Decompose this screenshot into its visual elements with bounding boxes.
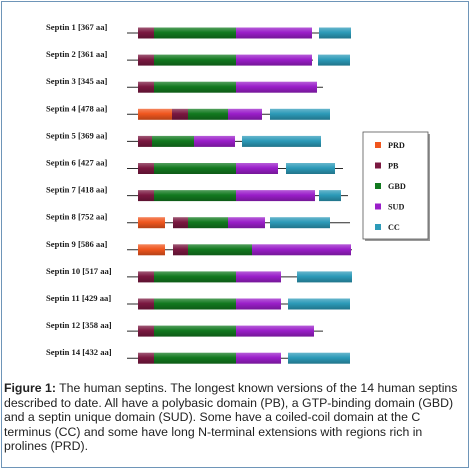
sud-domain — [236, 352, 281, 364]
gbd-domain — [154, 298, 236, 310]
sud-domain — [236, 190, 315, 202]
cc-domain — [319, 27, 351, 39]
septin-row: Septin 12 [358 aa] — [46, 320, 323, 337]
legend-swatch-pb — [375, 162, 381, 169]
sud-domain — [236, 27, 312, 39]
pb-domain — [138, 325, 154, 337]
cc-domain — [270, 217, 330, 229]
septin-label: Septin 8 [752 aa] — [46, 212, 107, 222]
legend-swatch-gbd — [375, 183, 381, 189]
sud-domain — [236, 325, 314, 337]
septin-row: Septin 6 [427 aa] — [46, 158, 343, 174]
septin-label: Septin 2 [361 aa] — [46, 49, 107, 59]
septin-label: Septin 9 [586 aa] — [46, 239, 107, 249]
sud-domain — [236, 81, 317, 93]
septin-label: Septin 4 [478 aa] — [46, 103, 107, 113]
septin-label: Septin 14 [432 aa] — [46, 347, 112, 357]
septin-label: Septin 1 [367 aa] — [46, 22, 107, 32]
gbd-domain — [154, 163, 236, 174]
gbd-domain — [188, 244, 252, 256]
pb-domain — [138, 81, 154, 93]
gbd-domain — [154, 81, 236, 93]
legend-label-gbd: GBD — [388, 182, 406, 191]
gbd-domain — [154, 271, 236, 283]
gbd-domain — [188, 108, 228, 120]
caption-text: The human septins. The longest known ver… — [4, 381, 458, 454]
septin-label: Septin 11 [429 aa] — [46, 293, 111, 303]
sud-domain — [236, 163, 278, 174]
septin-row: Septin 14 [432 aa] — [46, 347, 350, 364]
pb-domain — [138, 27, 154, 39]
pb-domain — [172, 108, 188, 120]
septin-row: Septin 11 [429 aa] — [46, 293, 350, 310]
gbd-domain — [188, 217, 228, 229]
caption-label: Figure 1: — [4, 381, 56, 395]
gbd-domain — [154, 27, 236, 39]
septin-row: Septin 8 [752 aa] — [46, 212, 350, 229]
pb-domain — [138, 135, 152, 147]
cc-domain — [297, 271, 352, 283]
sud-domain — [194, 135, 235, 147]
gbd-domain — [154, 325, 236, 337]
septin-label: Septin 12 [358 aa] — [46, 320, 112, 330]
prd-domain — [138, 217, 165, 229]
pb-domain — [138, 271, 154, 283]
septin-row: Septin 3 [345 aa] — [46, 76, 323, 93]
prd-domain — [138, 108, 172, 120]
septin-row: Septin 9 [586 aa] — [46, 239, 352, 256]
domain-legend: PRD PB GBD SUD CC — [362, 131, 430, 241]
figure-caption: Figure 1: The human septins. The longest… — [4, 381, 466, 454]
septin-label: Septin 6 [427 aa] — [46, 158, 107, 168]
cc-domain — [288, 352, 350, 364]
septin-label: Septin 5 [369 aa] — [46, 130, 107, 140]
sud-domain — [228, 108, 262, 120]
septin-label: Septin 3 [345 aa] — [46, 76, 107, 86]
prd-domain — [138, 244, 165, 256]
cc-domain — [242, 135, 321, 147]
pb-domain — [138, 352, 154, 364]
septin-label: Septin 10 [517 aa] — [46, 266, 112, 276]
pb-domain — [138, 54, 154, 66]
sud-domain — [228, 217, 265, 229]
gbd-domain — [154, 190, 236, 202]
cc-domain — [288, 298, 350, 310]
legend-label-sud: SUD — [388, 203, 404, 212]
gbd-domain — [154, 352, 236, 364]
sud-domain — [236, 298, 281, 310]
legend-swatch-sud — [375, 203, 381, 210]
sud-domain — [236, 271, 281, 283]
legend-box — [362, 131, 429, 240]
septin-rows: Septin 1 [367 aa] Septin 2 [361 aa] Septin… — [46, 22, 352, 364]
cc-domain — [270, 108, 330, 120]
septin-row: Septin 2 [361 aa] — [46, 49, 350, 66]
legend-swatch-prd — [375, 142, 381, 148]
septin-row: Septin 10 [517 aa] — [46, 266, 352, 283]
septin-row: Septin 5 [369 aa] — [46, 130, 321, 147]
sud-domain — [236, 54, 312, 66]
septin-row: Septin 1 [367 aa] — [46, 22, 351, 39]
cc-domain — [286, 163, 335, 174]
pb-domain — [173, 217, 188, 229]
pb-domain — [138, 298, 154, 310]
legend-label-prd: PRD — [388, 141, 405, 150]
legend-label-pb: PB — [388, 162, 399, 171]
septin-row: Septin 7 [418 aa] — [46, 185, 348, 202]
pb-domain — [138, 190, 154, 202]
legend-label-cc: CC — [388, 223, 400, 232]
legend-swatch-cc — [375, 224, 381, 230]
pb-domain — [138, 163, 154, 174]
gbd-domain — [152, 135, 194, 147]
septin-row: Septin 4 [478 aa] — [46, 103, 330, 120]
pb-domain — [173, 244, 188, 256]
septin-label: Septin 7 [418 aa] — [46, 185, 107, 195]
septin-domain-diagram: Septin 1 [367 aa] Septin 2 [361 aa] Septin… — [46, 22, 430, 364]
cc-domain — [319, 190, 341, 202]
cc-domain — [318, 54, 350, 66]
gbd-domain — [154, 54, 236, 66]
sud-domain — [252, 244, 351, 256]
